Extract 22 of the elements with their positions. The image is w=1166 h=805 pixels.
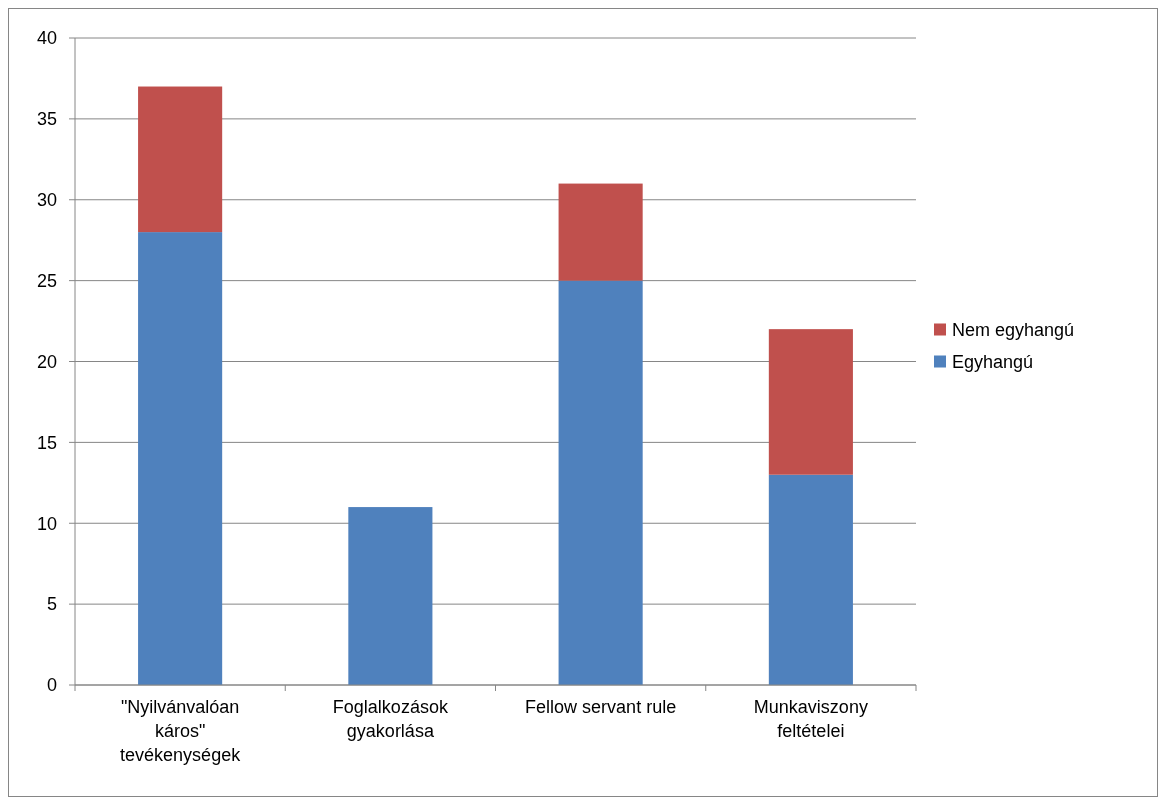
bar xyxy=(768,474,853,685)
bar xyxy=(768,329,853,475)
y-tick-label: 30 xyxy=(36,190,57,211)
x-tick-label: Foglalkozások gyakorlása xyxy=(332,697,449,741)
y-tick-label: 5 xyxy=(46,594,57,615)
y-tick-label: 15 xyxy=(36,432,57,453)
x-tick-label: Fellow servant rule xyxy=(525,697,677,717)
y-tick-label: 35 xyxy=(36,109,57,130)
x-tick-label: "Nyilvánvalóan káros" tevékenységek xyxy=(120,697,242,765)
y-tick-label: 25 xyxy=(36,270,57,291)
legend-label: Nem egyhangú xyxy=(952,319,1075,340)
y-tick-label: 20 xyxy=(36,351,57,372)
bar xyxy=(348,507,433,685)
bar xyxy=(138,86,223,233)
bar xyxy=(558,280,643,685)
y-tick-label: 10 xyxy=(36,513,57,534)
legend-label: Egyhangú xyxy=(952,351,1034,372)
y-tick-label: 0 xyxy=(46,675,57,696)
x-tick-label: Munkaviszony feltételei xyxy=(753,697,868,741)
y-tick-label: 40 xyxy=(36,28,57,49)
bar xyxy=(138,232,223,685)
bar xyxy=(558,183,643,281)
